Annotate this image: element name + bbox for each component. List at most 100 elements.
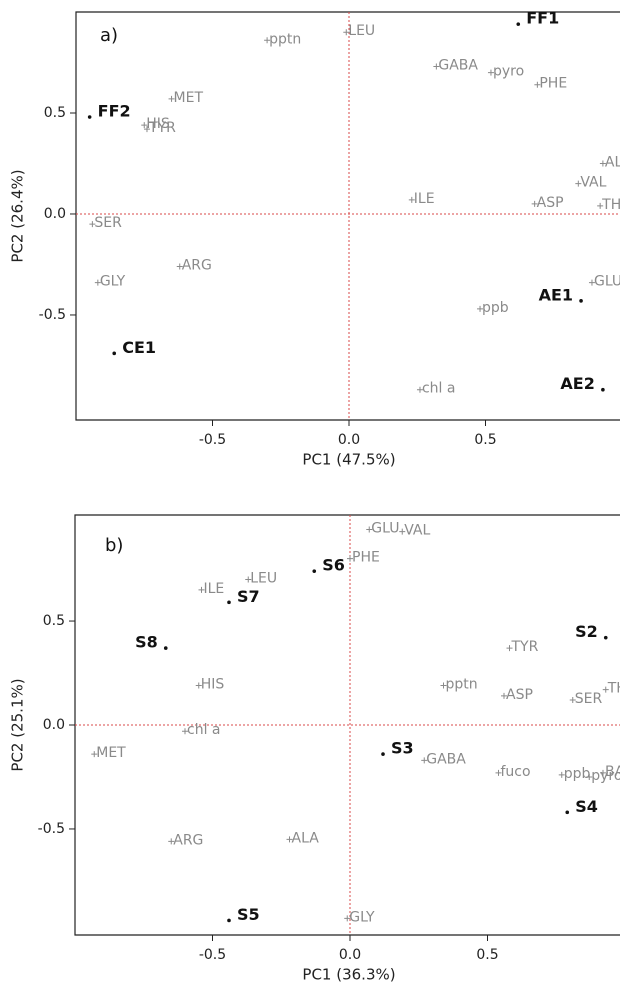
variable-label: ppb [564,766,591,782]
x-tick-label: 0.5 [476,947,498,963]
variable-label: GLU [594,274,620,290]
x-tick-label: -0.5 [199,432,226,448]
variable-label: THR [601,197,620,213]
sample-marker [87,115,92,119]
variable-marker [198,586,205,593]
x-axis-label: PC1 (47.5%) [302,451,395,469]
panel-title: a) [100,25,118,46]
variable-marker [399,528,406,535]
variable-label: VAL [580,175,606,191]
y-tick-label: -0.5 [38,821,65,837]
variable-label: LEU [250,570,277,586]
variable-marker [477,305,484,312]
y-tick-label: 0.0 [43,717,65,733]
variable-label: PHE [539,76,567,92]
variable-label: GABA [426,751,466,767]
x-tick-label: -0.5 [199,947,226,963]
variable-label: ILE [414,191,435,207]
variable-label: pyro [493,64,524,80]
variable-marker [89,221,96,228]
variable-label: BALA [605,764,620,780]
variable-label: MET [96,745,126,761]
plot-frame [75,11,620,421]
variable-label: ppb [482,300,509,316]
variable-marker [343,29,350,36]
variable-marker [344,915,351,922]
sample-marker [381,752,385,756]
variable-label: GLY [100,274,126,290]
sample-label: FF2 [98,102,131,121]
variable-marker [416,386,423,393]
sample-label: S5 [237,905,260,924]
sample-label: AE2 [560,374,594,393]
variable-marker [168,95,175,102]
variable-marker [245,576,252,583]
sample-marker [579,299,583,303]
y-axis-label: PC2 (26.4%) [9,169,27,262]
variable-label: SER [575,691,603,707]
x-axis-label: PC1 (36.3%) [302,966,395,984]
variable-label: TYR [148,120,176,136]
variable-label: chl a [187,722,221,738]
variable-marker [286,836,293,843]
variable-label: VAL [404,523,430,539]
sample-label: S7 [237,587,260,606]
variable-label: HIS [146,116,170,132]
variable-marker [408,196,415,203]
x-tick-label: 0.0 [338,432,360,448]
variable-marker [487,69,494,76]
variable-marker [195,682,202,689]
sample-marker [516,22,521,26]
variable-marker [141,122,148,129]
variable-label: ARG [182,257,212,273]
variable-label: LEU [348,23,375,39]
variable-marker [495,769,502,776]
sample-marker [163,646,168,650]
variable-label: pptn [446,676,478,692]
sample-label: FF1 [526,9,559,28]
variable-label: HIS [201,676,225,692]
x-tick-label: 0.0 [339,947,361,963]
variable-marker [176,263,183,270]
sample-label: S4 [575,797,598,816]
variable-label: TYR [511,639,539,655]
variable-label: ARG [173,832,203,848]
variable-label: ASP [506,687,533,703]
variable-marker [597,202,604,209]
y-axis-label: PC2 (25.1%) [9,678,27,771]
variable-label: ALA [292,830,320,846]
sample-label: S8 [135,633,158,652]
sample-marker [312,569,317,573]
variable-label: SER [94,215,122,231]
variable-marker [94,279,101,286]
sample-label: S3 [391,739,414,758]
sample-marker [603,635,608,640]
variable-marker [91,751,98,758]
x-tick-label: 0.5 [474,432,496,448]
y-tick-label: 0.0 [44,206,66,222]
sample-label: S6 [322,556,345,575]
sample-label: AE1 [539,285,573,304]
variable-marker [182,728,188,735]
variable-marker [366,526,373,533]
variable-label: ALA [605,154,620,170]
sample-marker [601,387,605,392]
variable-marker [586,773,593,780]
panel-title: b) [105,535,123,556]
sample-label: S2 [575,622,598,641]
y-tick-label: -0.5 [39,307,66,323]
variable-marker [575,180,582,187]
variable-label: PHE [352,550,380,566]
variable-label: THR [607,681,620,697]
variable-marker [433,63,440,70]
variable-label: GLY [349,909,375,925]
variable-label: MET [174,90,204,106]
sample-marker [565,810,570,815]
variable-label: GABA [438,58,478,74]
y-tick-label: 0.5 [44,105,66,121]
variable-marker [264,37,271,44]
variable-marker [421,757,428,764]
y-tick-label: 0.5 [43,613,65,629]
variable-label: pptn [269,31,301,47]
